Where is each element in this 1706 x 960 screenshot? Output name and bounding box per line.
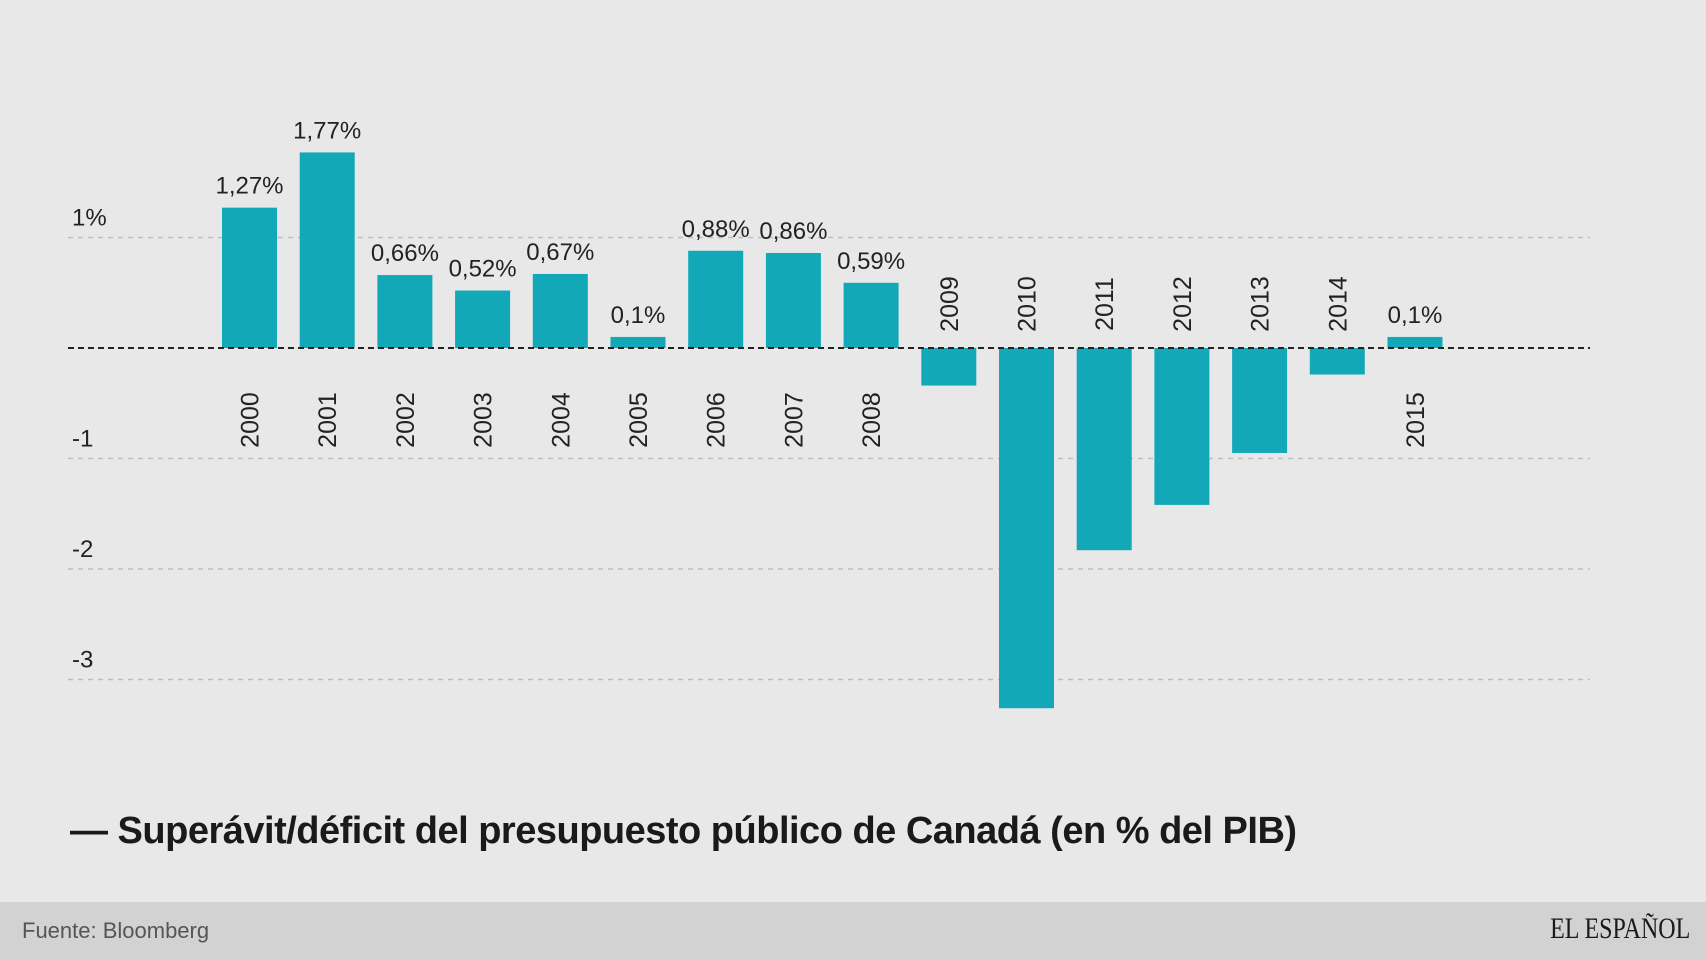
bar-2007 [765, 252, 821, 348]
x-tick-label: 2006 [703, 392, 731, 448]
x-tick-label: 2007 [780, 392, 808, 448]
bar-2012 [1154, 348, 1210, 505]
footer: Fuente: Bloomberg EL ESPAÑOL [0, 902, 1706, 960]
data-label: 1,27% [215, 173, 283, 200]
bar-2008 [843, 282, 899, 348]
data-label: 0,59% [837, 248, 905, 275]
y-tick-label: -1 [72, 426, 93, 453]
brand-logo: EL ESPAÑOL [1549, 912, 1690, 945]
x-tick-label: 2002 [392, 392, 420, 448]
bar-2009 [921, 348, 977, 386]
bar-2002 [377, 275, 433, 348]
legend-label: — Superávit/déficit del presupuesto públ… [70, 810, 1297, 852]
x-tick-label: 2005 [625, 392, 653, 448]
bar-2001 [299, 152, 355, 348]
bar-2000 [222, 207, 277, 348]
data-label: 0,52% [449, 256, 517, 283]
x-tick-label: 2012 [1169, 276, 1197, 332]
bar-2005 [610, 336, 666, 348]
data-label: 0,86% [759, 218, 827, 245]
data-label: 0,1% [1388, 302, 1443, 329]
y-tick-label: -3 [72, 647, 93, 674]
data-label: 0,66% [371, 240, 439, 267]
source-text: Fuente: Bloomberg [22, 918, 210, 943]
x-tick-label: 2004 [547, 392, 575, 448]
bar-2014 [1309, 348, 1365, 375]
x-tick-label: 2003 [470, 392, 498, 448]
bar-chart: 1% -1 -2 -3 2000 1,27% 2001 1,77% 2002 0,66% 2003 0… [68, 117, 1590, 709]
x-tick-label: 2008 [858, 392, 886, 448]
x-tick-label: 2011 [1091, 277, 1119, 331]
bar-2004 [532, 273, 588, 348]
x-tick-label: 2010 [1014, 276, 1042, 332]
data-label: 1,77% [293, 117, 361, 144]
data-label: 0,67% [526, 239, 594, 266]
bar-2011 [1076, 348, 1132, 551]
x-tick-label: 2013 [1247, 276, 1275, 332]
bar-2006 [688, 250, 744, 348]
x-tick-label: 2001 [314, 392, 342, 448]
x-tick-label: 2009 [936, 276, 964, 332]
x-tick-label: 2000 [237, 392, 265, 448]
data-label: 0,88% [682, 216, 750, 243]
bar-2003 [455, 290, 511, 348]
bar-2013 [1232, 348, 1288, 453]
bar-2015 [1387, 336, 1443, 348]
y-tick-label: 1% [72, 205, 107, 232]
data-label: 0,1% [611, 302, 666, 329]
bar-2010 [999, 348, 1054, 709]
y-tick-label: -2 [72, 536, 93, 563]
x-tick-label: 2015 [1402, 392, 1430, 448]
x-tick-label: 2014 [1324, 276, 1352, 332]
